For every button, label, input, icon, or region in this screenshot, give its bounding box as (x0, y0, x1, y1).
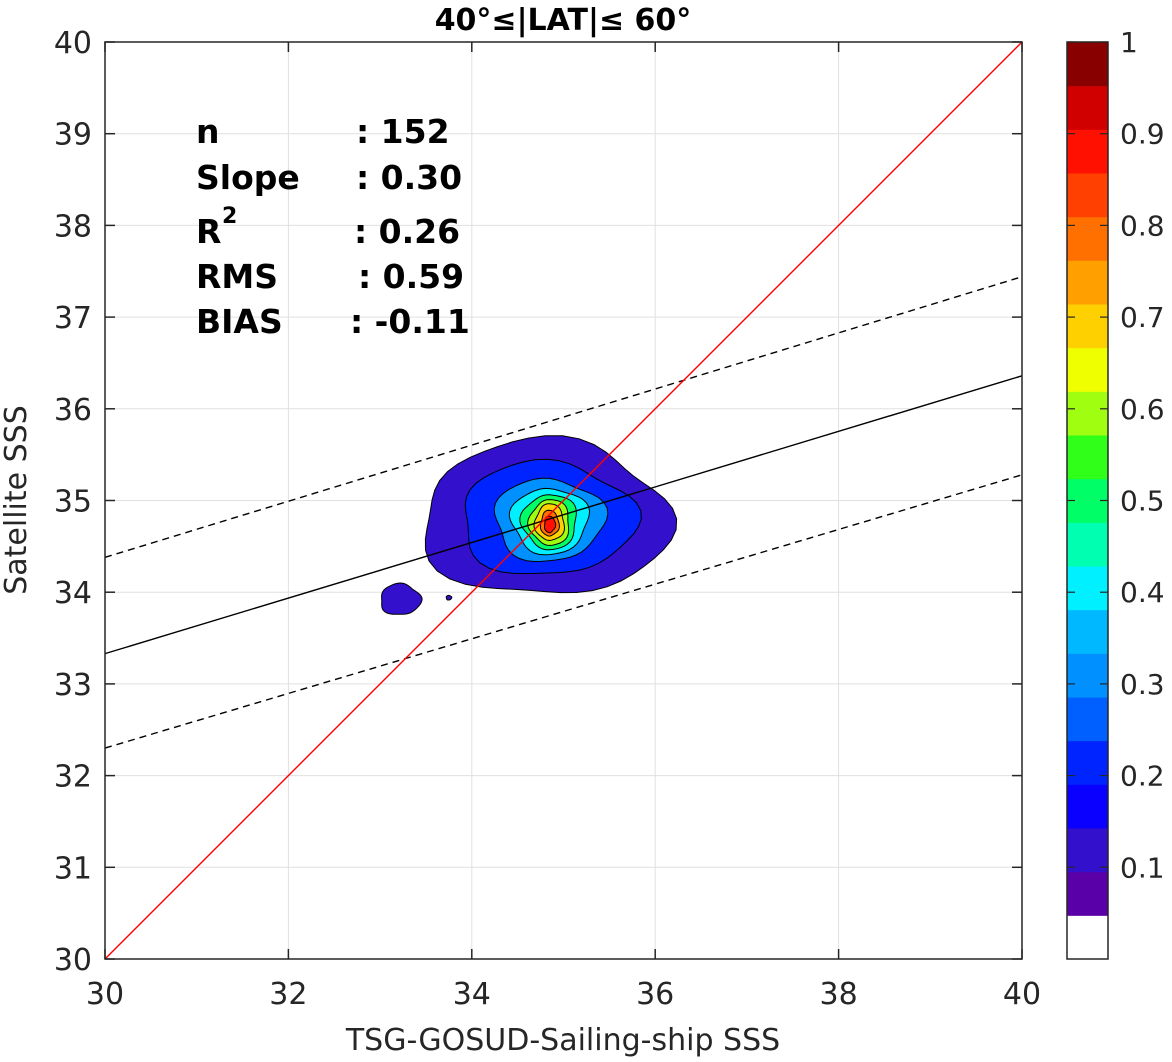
stats-block: n : 152 Slope : 0.30 R 2 : 0.26 RMS : 0.… (196, 112, 470, 341)
stat-r2-value: : 0.26 (354, 212, 460, 251)
colorbar-tick-label: 0.2 (1120, 760, 1165, 793)
stat-n-value: : 152 (356, 112, 450, 151)
x-tick-label: 34 (453, 977, 491, 1012)
stat-r2-superscript: 2 (222, 204, 237, 229)
y-tick-label: 34 (54, 576, 92, 611)
y-tick-label: 31 (54, 851, 92, 886)
stat-slope-value: : 0.30 (356, 158, 462, 197)
colorbar-tick-label: 0.4 (1120, 576, 1165, 609)
colorbar-segment (1067, 304, 1108, 349)
colorbar-tick-label: 0.3 (1120, 668, 1165, 701)
stat-bias-value: : -0.11 (350, 302, 470, 341)
stat-rms-label: RMS (196, 257, 278, 296)
x-axis-label: TSG-GOSUD-Sailing-ship SSS (345, 1023, 780, 1058)
colorbar-tick-label: 0.1 (1120, 851, 1165, 884)
colorbar-tick-label: 1 (1120, 26, 1138, 59)
stat-bias-label: BIAS (196, 302, 283, 341)
identity-line (104, 41, 1023, 960)
y-tick-label: 30 (54, 943, 92, 978)
stat-rms-value: : 0.59 (358, 257, 464, 296)
y-tick-label: 39 (54, 118, 92, 153)
colorbar-tick-label: 0.5 (1120, 485, 1165, 518)
outlier-contour (381, 582, 423, 615)
colorbar-segment (1067, 566, 1108, 611)
y-tick-label: 37 (54, 301, 92, 336)
regression-line (104, 375, 1023, 655)
colorbar-segment (1067, 216, 1108, 261)
colorbar-segment (1067, 129, 1108, 174)
colorbar-segment (1067, 871, 1108, 916)
colorbar-tick-label: 0.7 (1120, 301, 1165, 334)
colorbar-segment (1067, 653, 1108, 698)
colorbar-segment (1067, 609, 1108, 654)
colorbar-tick-label: 0.6 (1120, 393, 1165, 426)
density-contours (381, 435, 678, 615)
colorbar-segment (1067, 347, 1108, 392)
y-tick-label: 40 (54, 26, 92, 61)
x-tick-label: 40 (1003, 977, 1041, 1012)
colorbar-tick-label: 0.9 (1120, 118, 1165, 151)
y-tick-label: 32 (54, 760, 92, 795)
colorbar-segment (1067, 173, 1108, 218)
y-tick-label: 36 (54, 393, 92, 428)
y-tick-label: 35 (54, 485, 92, 520)
colorbar-segment (1067, 828, 1108, 873)
colorbar-segment (1067, 915, 1108, 960)
stat-r2-label: R (196, 212, 221, 251)
colorbar-segment (1067, 260, 1108, 305)
x-tick-label: 32 (269, 977, 307, 1012)
y-tick-label: 33 (54, 668, 92, 703)
colorbar-segment (1067, 42, 1108, 87)
stat-slope-label: Slope (196, 158, 300, 197)
colorbar: 0.1 0.2 0.3 0.4 0.5 0.6 0.7 0.8 0.9 1 (1066, 26, 1165, 960)
axis-ticks (104, 41, 1023, 960)
upper-bound-line (104, 276, 1023, 559)
colorbar-segment (1067, 740, 1108, 785)
x-tick-label: 30 (86, 977, 124, 1012)
colorbar-segment (1067, 697, 1108, 742)
outlier-contour (445, 594, 453, 601)
y-axis-label: Satellite SSS (0, 405, 34, 595)
colorbar-tick-label: 0.8 (1120, 209, 1165, 242)
fit-lines (104, 41, 1023, 960)
colorbar-segment (1067, 391, 1108, 436)
colorbar-segment (1067, 435, 1108, 480)
plot-area (104, 41, 1023, 960)
chart-title: 40°≤|LAT|≤ 60° (435, 3, 692, 38)
x-tick-label: 36 (636, 977, 674, 1012)
lower-bound-line (104, 474, 1023, 749)
stat-n-label: n (196, 112, 220, 151)
colorbar-segment (1067, 85, 1108, 130)
x-tick-label: 38 (820, 977, 858, 1012)
colorbar-segment (1067, 784, 1108, 829)
y-tick-label: 38 (54, 209, 92, 244)
colorbar-segment (1067, 522, 1108, 567)
